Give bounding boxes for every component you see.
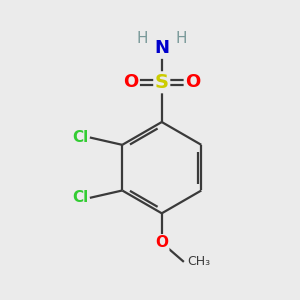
Text: H: H <box>137 31 148 46</box>
Text: Cl: Cl <box>72 190 88 205</box>
Text: N: N <box>154 39 169 57</box>
Text: O: O <box>185 73 200 91</box>
Text: S: S <box>155 73 169 92</box>
Text: O: O <box>123 73 139 91</box>
Text: Cl: Cl <box>72 130 88 145</box>
Text: H: H <box>175 31 187 46</box>
Text: CH₃: CH₃ <box>187 255 210 268</box>
Text: O: O <box>155 235 168 250</box>
